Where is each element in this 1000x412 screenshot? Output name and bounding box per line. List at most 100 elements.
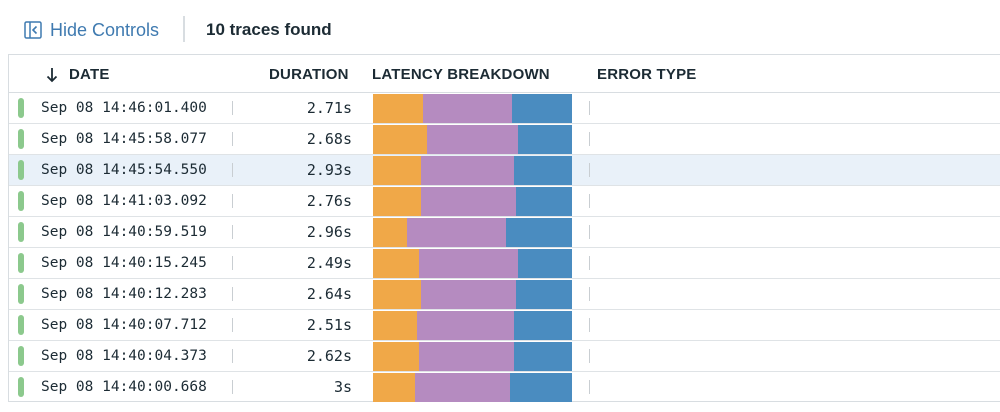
cell-divider	[589, 318, 590, 332]
latency-breakdown-bar[interactable]	[373, 94, 572, 123]
latency-segment	[418, 249, 519, 278]
cell-divider	[232, 256, 233, 270]
latency-breakdown-bar[interactable]	[373, 342, 572, 371]
latency-segment	[518, 125, 572, 154]
status-indicator	[18, 377, 24, 397]
column-header-error-type[interactable]: ERROR TYPE	[597, 66, 697, 83]
latency-breakdown-bar[interactable]	[373, 280, 572, 309]
row-duration: 2.51s	[306, 316, 352, 334]
latency-segment	[516, 280, 572, 309]
latency-segment	[516, 187, 572, 216]
latency-breakdown-bar[interactable]	[373, 125, 572, 154]
latency-segment	[373, 342, 419, 371]
cell-divider	[232, 163, 233, 177]
row-date: Sep 08 14:41:03.092	[41, 193, 207, 209]
latency-segment	[514, 311, 572, 340]
latency-segment	[506, 218, 572, 247]
row-date: Sep 08 14:40:00.668	[41, 379, 207, 395]
latency-segment	[512, 94, 572, 123]
collapse-panel-icon	[24, 21, 42, 39]
cell-divider	[589, 349, 590, 363]
latency-breakdown-bar[interactable]	[373, 311, 572, 340]
toolbar: Hide Controls 10 traces found	[0, 0, 1000, 54]
table-row[interactable]: Sep 08 14:40:59.519 2.96s	[9, 217, 1000, 248]
hide-controls-button[interactable]: Hide Controls	[24, 18, 159, 42]
latency-segment	[373, 280, 421, 309]
cell-divider	[232, 101, 233, 115]
table-row[interactable]: Sep 08 14:46:01.400 2.71s	[9, 93, 1000, 124]
latency-breakdown-bar[interactable]	[373, 373, 572, 402]
status-indicator	[18, 222, 24, 242]
latency-breakdown-bar[interactable]	[373, 187, 572, 216]
row-duration: 2.68s	[306, 130, 352, 148]
latency-segment	[406, 218, 507, 247]
status-indicator	[18, 160, 24, 180]
row-duration: 2.96s	[306, 223, 352, 241]
row-date: Sep 08 14:40:12.283	[41, 286, 207, 302]
latency-breakdown-bar[interactable]	[373, 156, 572, 185]
latency-segment	[426, 125, 519, 154]
table-header: DATE DURATION LATENCY BREAKDOWN ERROR TY…	[9, 55, 1000, 93]
cell-divider	[232, 380, 233, 394]
cell-divider	[589, 194, 590, 208]
latency-segment	[373, 249, 419, 278]
cell-divider	[589, 380, 590, 394]
latency-segment	[420, 280, 517, 309]
cell-divider	[232, 318, 233, 332]
latency-segment	[373, 156, 421, 185]
table-row[interactable]: Sep 08 14:40:04.373 2.62s	[9, 341, 1000, 372]
table-row[interactable]: Sep 08 14:40:12.283 2.64s	[9, 279, 1000, 310]
cell-divider	[589, 163, 590, 177]
row-duration: 3s	[333, 378, 352, 396]
column-header-duration[interactable]: DURATION	[269, 66, 349, 83]
cell-divider	[232, 132, 233, 146]
status-indicator	[18, 346, 24, 366]
cell-divider	[589, 225, 590, 239]
row-date: Sep 08 14:40:04.373	[41, 348, 207, 364]
table-row[interactable]: Sep 08 14:40:15.245 2.49s	[9, 248, 1000, 279]
row-date: Sep 08 14:40:07.712	[41, 317, 207, 333]
row-duration: 2.64s	[306, 285, 352, 303]
status-indicator	[18, 315, 24, 335]
latency-segment	[373, 187, 421, 216]
table-row[interactable]: Sep 08 14:40:00.668 3s	[9, 372, 1000, 403]
cell-divider	[232, 225, 233, 239]
latency-breakdown-bar[interactable]	[373, 249, 572, 278]
latency-segment	[422, 94, 513, 123]
table-row[interactable]: Sep 08 14:45:54.550 2.93s	[9, 155, 1000, 186]
cell-divider	[232, 287, 233, 301]
latency-segment	[420, 187, 517, 216]
latency-segment	[518, 249, 572, 278]
status-indicator	[18, 253, 24, 273]
row-duration: 2.93s	[306, 161, 352, 179]
column-header-latency-breakdown[interactable]: LATENCY BREAKDOWN	[372, 66, 550, 83]
latency-breakdown-bar[interactable]	[373, 218, 572, 247]
traces-count: 10 traces found	[206, 20, 332, 39]
row-date: Sep 08 14:40:15.245	[41, 255, 207, 271]
table-row[interactable]: Sep 08 14:40:07.712 2.51s	[9, 310, 1000, 341]
row-duration: 2.76s	[306, 192, 352, 210]
latency-segment	[418, 342, 515, 371]
cell-divider	[589, 101, 590, 115]
status-indicator	[18, 284, 24, 304]
row-date: Sep 08 14:45:54.550	[41, 162, 207, 178]
column-header-date[interactable]: DATE	[45, 66, 110, 83]
traces-table: DATE DURATION LATENCY BREAKDOWN ERROR TY…	[8, 54, 1000, 402]
latency-segment	[510, 373, 572, 402]
latency-segment	[414, 373, 511, 402]
latency-segment	[514, 342, 572, 371]
latency-segment	[373, 125, 427, 154]
row-duration: 2.71s	[306, 99, 352, 117]
latency-segment	[373, 218, 407, 247]
arrow-down-icon	[46, 67, 58, 82]
toolbar-divider	[183, 16, 185, 42]
status-indicator	[18, 191, 24, 211]
row-date: Sep 08 14:45:58.077	[41, 131, 207, 147]
cell-divider	[589, 132, 590, 146]
status-indicator	[18, 129, 24, 149]
row-duration: 2.49s	[306, 254, 352, 272]
latency-segment	[514, 156, 572, 185]
latency-segment	[373, 311, 417, 340]
table-row[interactable]: Sep 08 14:41:03.092 2.76s	[9, 186, 1000, 217]
table-row[interactable]: Sep 08 14:45:58.077 2.68s	[9, 124, 1000, 155]
